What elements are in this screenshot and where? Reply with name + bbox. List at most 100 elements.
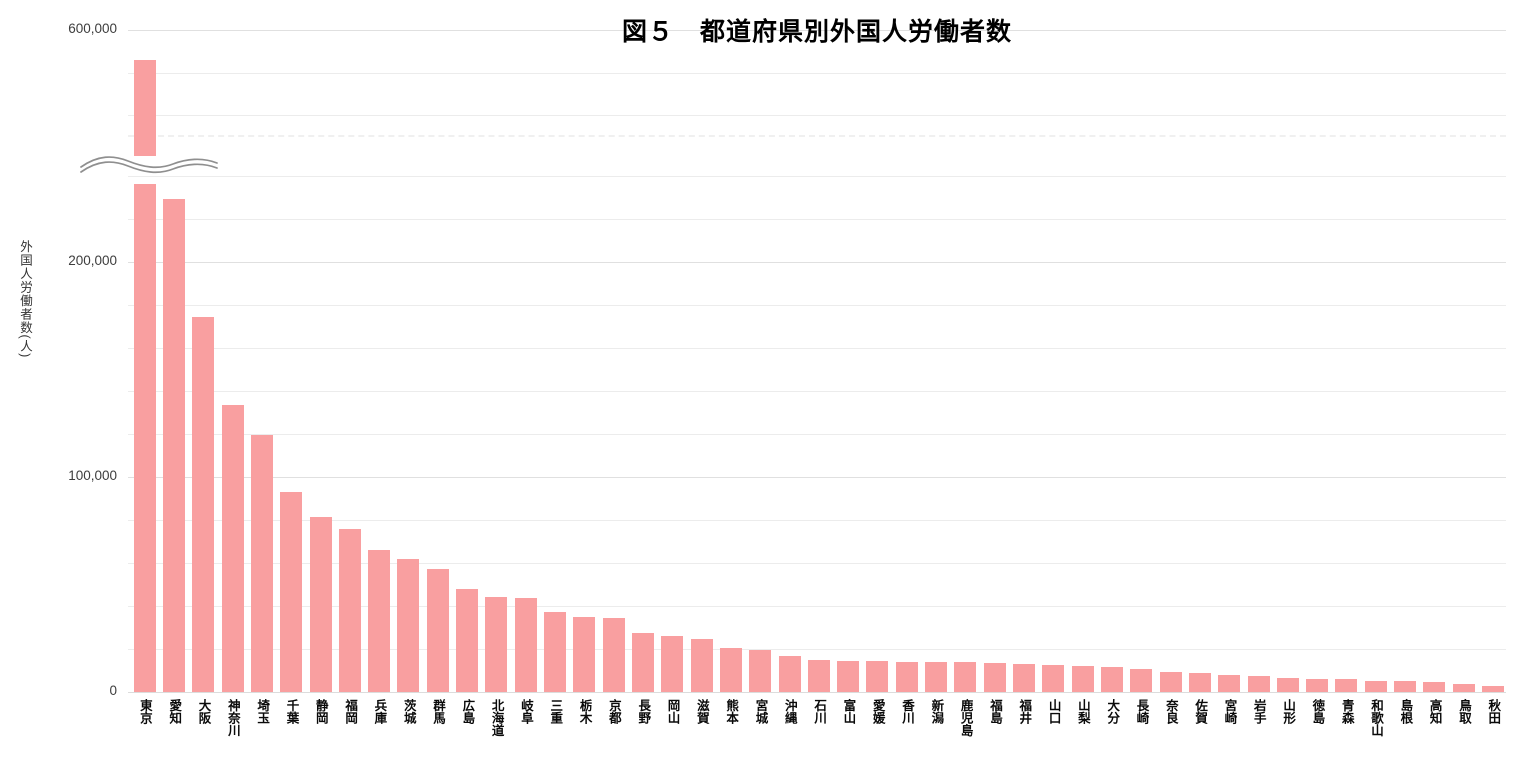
bar — [921, 0, 950, 692]
bar — [746, 0, 775, 692]
x-label: 群馬 — [431, 699, 446, 724]
x-label: 神奈川 — [225, 699, 240, 737]
x-label: 長崎 — [1134, 699, 1149, 724]
bar — [306, 0, 335, 692]
chart-title: 図５ 都道府県別外国人労働者数 — [621, 18, 1012, 46]
x-label: 佐賀 — [1193, 699, 1208, 724]
bar — [1303, 0, 1332, 692]
bar — [511, 0, 540, 692]
x-label: 静岡 — [313, 699, 328, 724]
x-label: 香川 — [900, 699, 915, 724]
x-label: 埼玉 — [255, 699, 270, 724]
x-label: 熊本 — [724, 699, 739, 724]
x-label: 栃木 — [577, 699, 592, 724]
bar — [1156, 0, 1185, 692]
bar — [599, 0, 628, 692]
bar — [834, 0, 863, 692]
bar — [1068, 0, 1097, 692]
bar — [1449, 0, 1478, 692]
bar — [1390, 0, 1419, 692]
x-label: 鳥取 — [1456, 699, 1471, 724]
bar — [658, 0, 687, 692]
bar-upper-segment — [133, 60, 156, 156]
y-axis-title: 外国人労働者数(人) — [18, 240, 32, 359]
bar — [1478, 0, 1507, 692]
x-axis-labels: 東京 愛知 大阪 神奈川 埼玉 千葉 静岡 福岡 兵庫 茨城 群馬 広島 北海道 岐阜 三重 栃木 京都 長野 岡山… — [130, 699, 1508, 737]
x-label: 大阪 — [196, 699, 211, 724]
x-label: 富山 — [841, 699, 856, 724]
x-label: 長野 — [636, 699, 651, 724]
bar — [716, 0, 745, 692]
bar — [423, 0, 452, 692]
x-label: 茨城 — [401, 699, 416, 724]
x-label: 徳島 — [1310, 699, 1325, 724]
bar — [775, 0, 804, 692]
bar — [804, 0, 833, 692]
x-label: 青森 — [1339, 699, 1354, 724]
x-label: 兵庫 — [372, 699, 387, 724]
x-label: 滋賀 — [694, 699, 709, 724]
bar — [687, 0, 716, 692]
bar — [570, 0, 599, 692]
x-label: 福岡 — [343, 699, 358, 724]
bar — [1361, 0, 1390, 692]
x-label: 福島 — [987, 699, 1002, 724]
x-label: 広島 — [460, 699, 475, 724]
bar — [1185, 0, 1214, 692]
x-label: 福井 — [1017, 699, 1032, 724]
bar — [247, 0, 276, 692]
y-tick-label: 600,000 — [68, 21, 117, 36]
x-label: 北海道 — [489, 699, 504, 737]
x-label: 岐阜 — [518, 699, 533, 724]
x-label: 岩手 — [1251, 699, 1266, 724]
y-tick-label: 100,000 — [68, 468, 117, 483]
bar — [1039, 0, 1068, 692]
x-label: 石川 — [812, 699, 827, 724]
x-label: 和歌山 — [1369, 699, 1384, 737]
bar — [1127, 0, 1156, 692]
bar — [482, 0, 511, 692]
bar — [277, 0, 306, 692]
bar — [189, 0, 218, 692]
axis-break-wave-icon — [80, 156, 218, 174]
x-label: 宮崎 — [1222, 699, 1237, 724]
bar — [130, 0, 159, 692]
x-label: 東京 — [137, 699, 152, 724]
bar — [365, 0, 394, 692]
y-tick-label: 0 — [109, 683, 117, 698]
bar — [218, 0, 247, 692]
x-label: 愛媛 — [870, 699, 885, 724]
x-label: 秋田 — [1486, 699, 1501, 724]
x-label: 新潟 — [929, 699, 944, 724]
x-label: 三重 — [548, 699, 563, 724]
bar — [1097, 0, 1126, 692]
bar — [159, 0, 188, 692]
bars-area — [130, 0, 1508, 692]
y-tick-label: 200,000 — [68, 253, 117, 268]
x-label: 岡山 — [665, 699, 680, 724]
bar — [540, 0, 569, 692]
bar — [1244, 0, 1273, 692]
bar — [335, 0, 364, 692]
bar — [1009, 0, 1038, 692]
bar — [892, 0, 921, 692]
x-label: 愛知 — [167, 699, 182, 724]
x-label: 鹿児島 — [958, 699, 973, 737]
x-label: 島根 — [1398, 699, 1413, 724]
x-label: 千葉 — [284, 699, 299, 724]
x-label: 奈良 — [1163, 699, 1178, 724]
bar — [1420, 0, 1449, 692]
bar — [951, 0, 980, 692]
x-label: 沖縄 — [782, 699, 797, 724]
bar — [394, 0, 423, 692]
x-label: 京都 — [606, 699, 621, 724]
x-label: 高知 — [1427, 699, 1442, 724]
x-label: 山形 — [1281, 699, 1296, 724]
x-label: 山口 — [1046, 699, 1061, 724]
x-label: 宮城 — [753, 699, 768, 724]
bar — [1332, 0, 1361, 692]
bar — [1273, 0, 1302, 692]
x-label: 大分 — [1105, 699, 1120, 724]
bar — [452, 0, 481, 692]
